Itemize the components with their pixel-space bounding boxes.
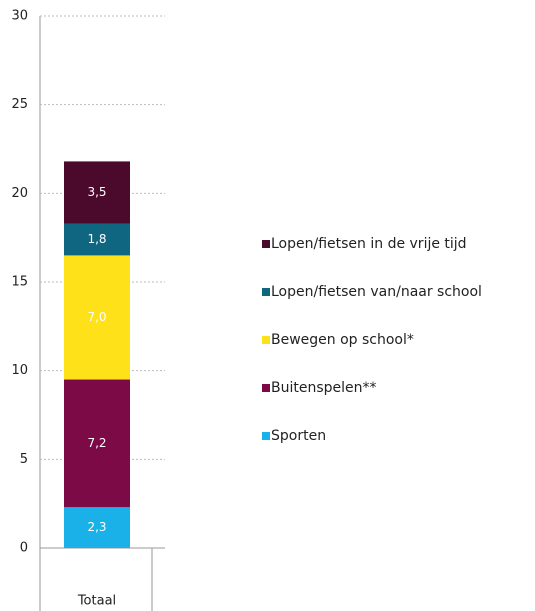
y-tick-label: 10 — [11, 363, 28, 378]
bar-segment — [64, 507, 130, 548]
bar-segment — [64, 255, 130, 380]
bar-segment — [64, 379, 130, 508]
legend-label: Sporten — [271, 428, 326, 444]
value-label: 7,0 — [87, 310, 106, 324]
y-tick-label: 25 — [11, 97, 28, 112]
legend-swatch — [262, 432, 270, 440]
legend-swatch — [262, 240, 270, 248]
y-tick-label: 30 — [11, 9, 28, 24]
x-tick-label: Totaal — [77, 594, 116, 609]
value-label: 3,5 — [87, 185, 106, 199]
bar-segment — [64, 161, 130, 224]
legend-swatch — [262, 384, 270, 392]
legend-label: Lopen/fietsen in de vrije tijd — [271, 236, 467, 252]
y-tick-label: 15 — [11, 275, 28, 290]
y-tick-label: 20 — [11, 186, 28, 201]
legend-swatch — [262, 288, 270, 296]
bar-segment — [64, 223, 130, 256]
legend-label: Lopen/fietsen van/naar school — [271, 284, 482, 300]
value-label: 7,2 — [87, 436, 106, 450]
legend-label: Buitenspelen** — [271, 380, 377, 396]
value-label: 2,3 — [87, 520, 106, 534]
legend-swatch — [262, 336, 270, 344]
y-tick-label: 5 — [20, 452, 28, 467]
y-tick-label: 0 — [20, 541, 28, 556]
value-label: 1,8 — [87, 232, 106, 246]
legend-label: Bewegen op school* — [271, 332, 414, 348]
